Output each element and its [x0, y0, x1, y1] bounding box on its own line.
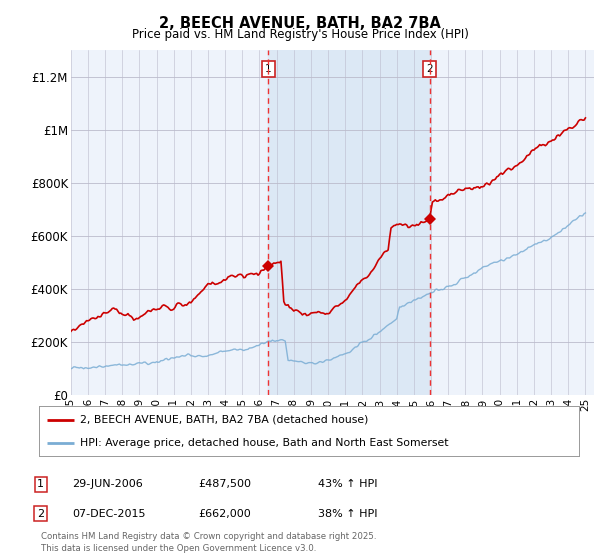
Text: Price paid vs. HM Land Registry's House Price Index (HPI): Price paid vs. HM Land Registry's House …	[131, 28, 469, 41]
Text: 07-DEC-2015: 07-DEC-2015	[72, 508, 146, 519]
Text: 1: 1	[265, 64, 271, 74]
Text: 38% ↑ HPI: 38% ↑ HPI	[318, 508, 377, 519]
Bar	[268, 50, 430, 395]
Text: 2: 2	[37, 508, 44, 519]
Text: 2, BEECH AVENUE, BATH, BA2 7BA: 2, BEECH AVENUE, BATH, BA2 7BA	[159, 16, 441, 31]
Text: 2: 2	[427, 64, 433, 74]
Text: 43% ↑ HPI: 43% ↑ HPI	[318, 479, 377, 489]
Text: £662,000: £662,000	[198, 508, 251, 519]
Text: Contains HM Land Registry data © Crown copyright and database right 2025.
This d: Contains HM Land Registry data © Crown c…	[41, 533, 376, 553]
Text: 29-JUN-2006: 29-JUN-2006	[72, 479, 143, 489]
Text: £487,500: £487,500	[198, 479, 251, 489]
Text: 1: 1	[37, 479, 44, 489]
Text: HPI: Average price, detached house, Bath and North East Somerset: HPI: Average price, detached house, Bath…	[79, 438, 448, 448]
Text: 2, BEECH AVENUE, BATH, BA2 7BA (detached house): 2, BEECH AVENUE, BATH, BA2 7BA (detached…	[79, 414, 368, 424]
